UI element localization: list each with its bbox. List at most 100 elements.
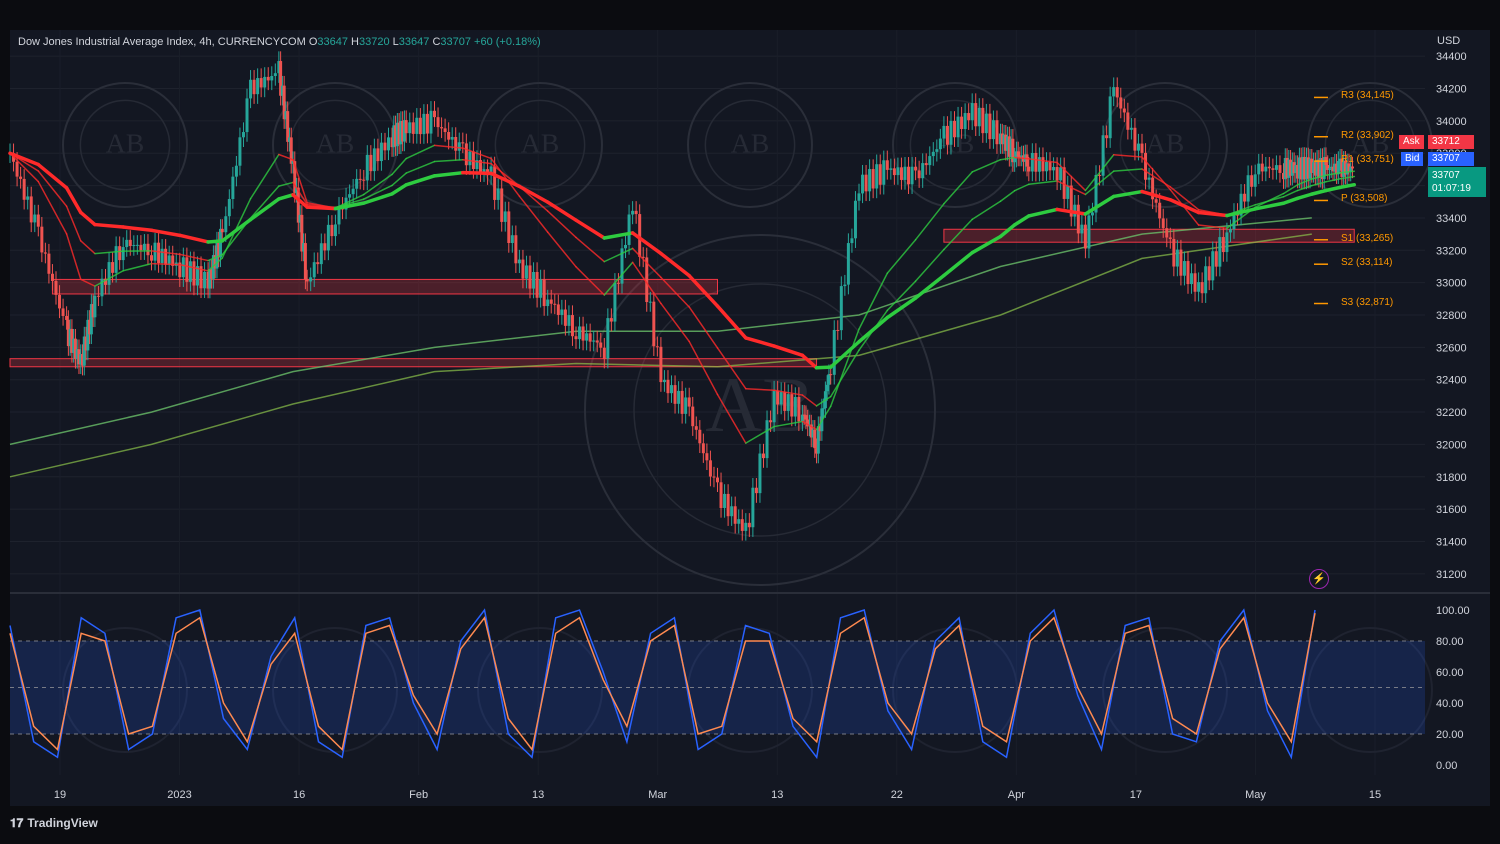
candle-body (716, 477, 719, 483)
candle-body (1200, 282, 1204, 294)
candle-body (454, 136, 458, 151)
ema-segment (391, 157, 407, 176)
candle-body (440, 127, 444, 129)
ema-segment (801, 394, 818, 407)
candle-body (723, 493, 727, 508)
candle-body (1172, 238, 1176, 267)
watermark-letters: AB (521, 128, 560, 159)
ema-segment (603, 261, 634, 296)
watermark-seal (1102, 627, 1228, 753)
candle-body (816, 426, 820, 454)
ema-segment (886, 238, 917, 274)
ema-segment (249, 185, 280, 219)
candle-body (878, 164, 882, 185)
candle-body (938, 138, 942, 150)
candle-body (871, 169, 875, 189)
ema-segment (405, 160, 436, 174)
candle-body (638, 214, 642, 257)
watermark-seal (477, 82, 603, 208)
candle-body (687, 397, 691, 407)
candle-body (802, 414, 806, 416)
candle-body (298, 214, 302, 223)
candle-body (471, 151, 475, 169)
ema-segment (829, 328, 860, 408)
candle-body (40, 226, 44, 253)
candle-body (1338, 158, 1342, 161)
candle-body (949, 120, 953, 145)
candle-body (54, 280, 58, 295)
candle-body (118, 246, 122, 261)
candle-body (443, 128, 447, 133)
candle-body (712, 476, 716, 478)
candle-body (914, 166, 918, 171)
candle-body (302, 243, 306, 252)
candle-body (279, 61, 283, 96)
candle-body (1186, 261, 1190, 285)
candle-body (1105, 135, 1109, 139)
ema-segment (1084, 170, 1115, 196)
candle-body (245, 98, 249, 133)
candle-body (539, 279, 543, 298)
candle-body (726, 493, 730, 517)
candle-body (981, 107, 985, 134)
candle-body (1126, 112, 1130, 130)
ema-segment (248, 197, 281, 222)
candle-body (1030, 152, 1034, 172)
watermark-letters: AB (106, 128, 145, 159)
candle-body (171, 255, 175, 266)
candle-body (478, 160, 482, 173)
stoch-tick-label: 100.00 (1436, 605, 1470, 617)
watermark-seal (892, 82, 1018, 208)
tradingview-logo[interactable]: 𝟏𝟕 TradingView (10, 816, 98, 831)
candle-body (832, 329, 836, 375)
candle-body (613, 282, 617, 322)
ema-segment (829, 349, 860, 398)
candle-body (351, 188, 355, 195)
candle-body (1292, 162, 1296, 174)
lightning-icon[interactable]: ⚡ (1309, 569, 1329, 589)
candle-body (899, 167, 903, 180)
candle-body (58, 294, 62, 309)
candle-body (1136, 143, 1140, 151)
candle-body (730, 506, 734, 517)
ema-segment (715, 304, 748, 340)
ema-segment (546, 210, 577, 239)
candle-body (556, 304, 560, 315)
ema-segment (772, 344, 805, 358)
candle-body (1310, 158, 1314, 173)
pivot-levels (1314, 96, 1328, 305)
candle-body (277, 61, 281, 74)
candle-body (574, 336, 578, 340)
candle-body (1013, 157, 1017, 163)
ema-segment (462, 158, 492, 165)
ema-segment (518, 195, 549, 233)
watermark-seal-inner (1119, 99, 1211, 191)
ema-segment (1169, 186, 1200, 211)
ema-segment (1311, 181, 1327, 187)
candle-body (164, 248, 168, 265)
candle-body (15, 161, 19, 177)
watermark-seal (62, 82, 188, 208)
candle-body (813, 429, 817, 449)
candle-body (387, 137, 391, 151)
candle-body (1168, 237, 1172, 239)
candle-body (521, 259, 525, 279)
candle-body (1329, 166, 1333, 169)
ema-segment (828, 339, 861, 369)
candle-body (293, 161, 297, 193)
candle-body (1299, 157, 1303, 180)
candle-body (853, 200, 857, 239)
candle-body (620, 248, 624, 284)
candle-body (157, 242, 161, 264)
candle-body (1011, 138, 1015, 163)
candle-body (892, 168, 896, 176)
candle-body (1151, 177, 1155, 200)
candle-body (694, 426, 698, 430)
candle-body (1182, 261, 1186, 276)
candle-body (1350, 166, 1354, 169)
candle-body (121, 247, 125, 261)
candle-body (843, 284, 847, 287)
watermark-seal (892, 627, 1018, 753)
